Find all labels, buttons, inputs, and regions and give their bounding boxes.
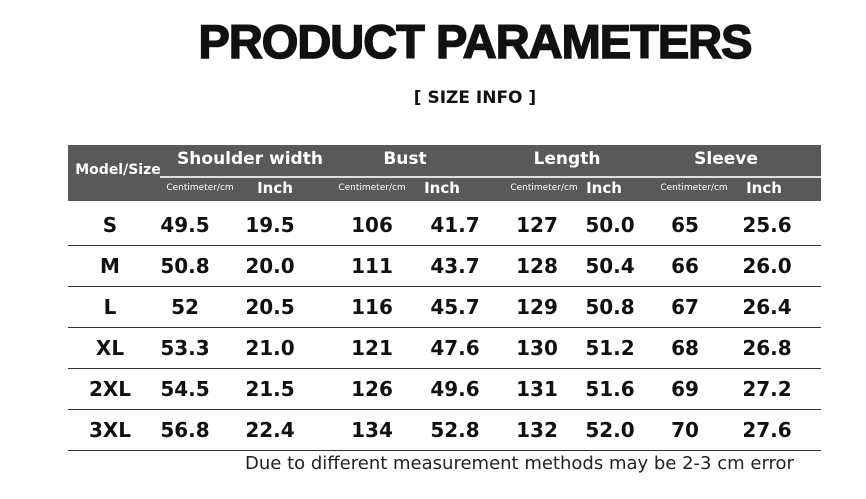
value-cell: 66 (671, 254, 699, 278)
value-cell: 50.8 (585, 295, 635, 319)
value-cell: 134 (351, 418, 393, 442)
value-cell: 49.5 (160, 213, 210, 237)
value-cell: 127 (516, 213, 558, 237)
page-title: PRODUCT PARAMETERS (198, 14, 753, 69)
subtitle: [ SIZE INFO ] (413, 88, 537, 108)
unit-inch-header: Inch (586, 179, 622, 197)
value-cell: 19.5 (245, 213, 295, 237)
measurement-note: Due to different measurement methods may… (245, 453, 794, 474)
value-cell: 126 (351, 377, 393, 401)
unit-inch-header: Inch (746, 179, 782, 197)
size-cell: L (103, 295, 117, 319)
unit-inch-header: Inch (257, 179, 293, 197)
value-cell: 20.0 (245, 254, 295, 278)
table-row: M 50.8 20.0 111 43.7 128 50.4 66 26.0 (68, 245, 821, 287)
size-cell: 2XL (88, 377, 132, 401)
value-cell: 21.5 (245, 377, 295, 401)
value-cell: 50.0 (585, 213, 635, 237)
value-cell: 21.0 (245, 336, 295, 360)
value-cell: 132 (516, 418, 558, 442)
size-cell: M (100, 254, 120, 278)
value-cell: 65 (671, 213, 699, 237)
value-cell: 70 (671, 418, 699, 442)
value-cell: 50.8 (160, 254, 210, 278)
value-cell: 131 (516, 377, 558, 401)
size-cell: S (102, 213, 118, 237)
value-cell: 51.6 (585, 377, 635, 401)
value-cell: 26.4 (742, 295, 792, 319)
table-row: 3XL 56.8 22.4 134 52.8 132 52.0 70 27.6 (68, 409, 821, 451)
value-cell: 67 (671, 295, 699, 319)
value-cell: 22.4 (245, 418, 295, 442)
value-cell: 121 (351, 336, 393, 360)
value-cell: 26.0 (742, 254, 792, 278)
value-cell: 41.7 (430, 213, 480, 237)
value-cell: 69 (671, 377, 699, 401)
value-cell: 26.8 (742, 336, 792, 360)
value-cell: 111 (351, 254, 393, 278)
table-row: L 52 20.5 116 45.7 129 50.8 67 26.4 (68, 286, 821, 328)
value-cell: 52.8 (430, 418, 480, 442)
unit-cm-header: Centimeter/cm (660, 183, 728, 193)
table-row: XL 53.3 21.0 121 47.6 130 51.2 68 26.8 (68, 327, 821, 369)
size-header: Model/Size (75, 162, 161, 178)
table-header (68, 145, 821, 201)
value-cell: 128 (516, 254, 558, 278)
value-cell: 51.2 (585, 336, 635, 360)
value-cell: 116 (351, 295, 393, 319)
value-cell: 52.0 (585, 418, 635, 442)
value-cell: 27.6 (742, 418, 792, 442)
value-cell: 52 (171, 295, 199, 319)
table-row: S 49.5 19.5 106 41.7 127 50.0 65 25.6 (68, 204, 821, 246)
header-divider (160, 176, 821, 178)
value-cell: 25.6 (742, 213, 792, 237)
value-cell: 56.8 (160, 418, 210, 442)
unit-cm-header: Centimeter/cm (166, 183, 234, 193)
value-cell: 45.7 (430, 295, 480, 319)
group-header: Sleeve (694, 149, 758, 169)
value-cell: 106 (351, 213, 393, 237)
value-cell: 130 (516, 336, 558, 360)
value-cell: 27.2 (742, 377, 792, 401)
value-cell: 68 (671, 336, 699, 360)
unit-cm-header: Centimeter/cm (510, 183, 578, 193)
value-cell: 49.6 (430, 377, 480, 401)
size-cell: 3XL (88, 418, 132, 442)
group-header: Shoulder width (177, 149, 323, 169)
value-cell: 54.5 (160, 377, 210, 401)
value-cell: 47.6 (430, 336, 480, 360)
group-header: Bust (383, 149, 427, 169)
size-cell: XL (95, 336, 125, 360)
value-cell: 129 (516, 295, 558, 319)
value-cell: 53.3 (160, 336, 210, 360)
value-cell: 20.5 (245, 295, 295, 319)
table-row: 2XL 54.5 21.5 126 49.6 131 51.6 69 27.2 (68, 368, 821, 410)
group-header: Length (533, 149, 601, 169)
value-cell: 43.7 (430, 254, 480, 278)
unit-inch-header: Inch (424, 179, 460, 197)
unit-cm-header: Centimeter/cm (338, 183, 406, 193)
value-cell: 50.4 (585, 254, 635, 278)
